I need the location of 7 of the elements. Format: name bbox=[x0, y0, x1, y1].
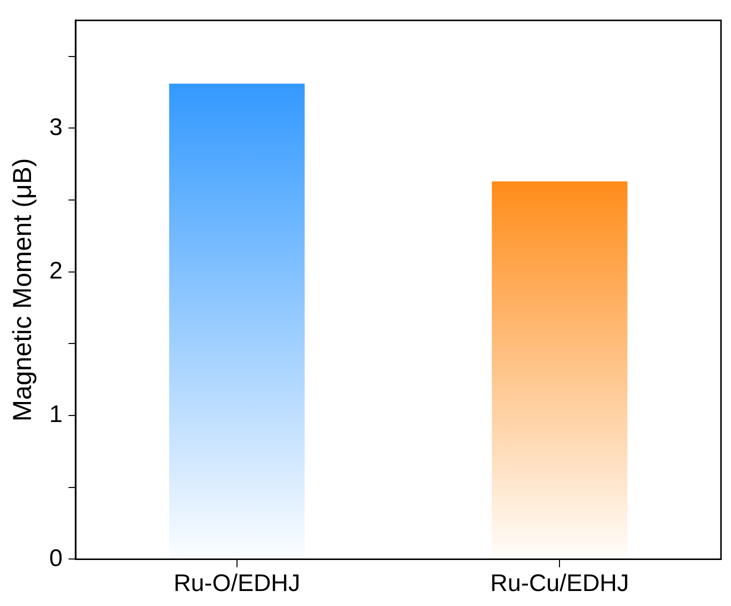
x-tick-label: Ru-O/EDHJ bbox=[174, 570, 300, 598]
y-tick-label: 2 bbox=[49, 257, 63, 284]
y-tick-label: 1 bbox=[49, 401, 63, 428]
y-axis-title: Magnetic Moment (μB) bbox=[6, 158, 37, 422]
y-tick-label: 0 bbox=[49, 544, 63, 572]
y-tick-label: 3 bbox=[49, 114, 63, 141]
x-tick-label: Ru-Cu/EDHJ bbox=[490, 570, 629, 598]
